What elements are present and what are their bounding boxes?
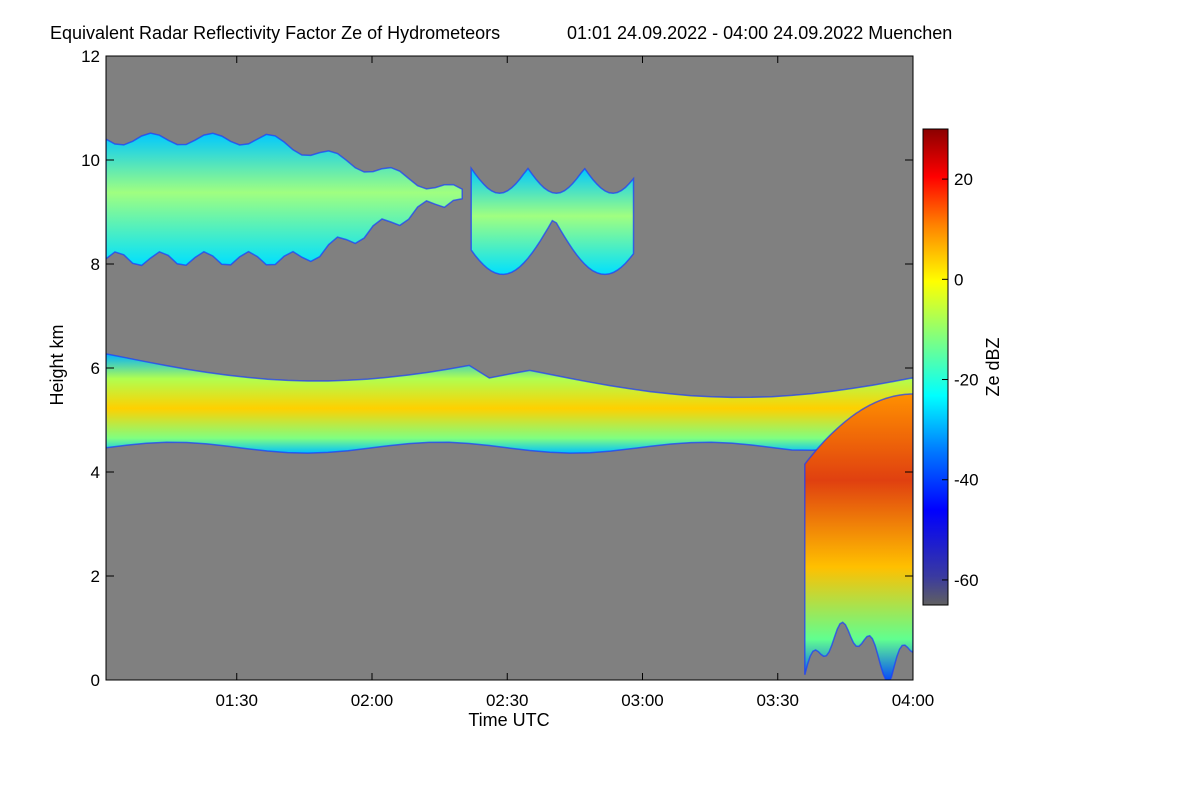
x-tick-label: 01:30 <box>215 691 258 710</box>
colorbar-ticks: -60 -40 -20 0 20 <box>942 170 979 590</box>
y-tick-label: 8 <box>91 255 100 274</box>
x-tick-label: 03:00 <box>621 691 664 710</box>
y-tick-label: 6 <box>91 359 100 378</box>
x-tick-label: 03:30 <box>756 691 799 710</box>
y-axis: 0 2 4 6 8 10 12 <box>81 47 913 690</box>
colorbar-tick-label: -40 <box>954 471 979 490</box>
y-tick-label: 12 <box>81 47 100 66</box>
echo-region <box>470 165 635 276</box>
y-tick-label: 10 <box>81 151 100 170</box>
colorbar-tick-label: 0 <box>954 270 963 289</box>
echo-features <box>106 132 913 680</box>
x-tick-label: 02:30 <box>486 691 529 710</box>
y-tick-label: 4 <box>91 463 100 482</box>
x-axis: 01:30 02:00 02:30 03:00 03:30 04:00 <box>215 56 934 710</box>
echo-region <box>804 393 913 680</box>
colorbar-tick-label: -20 <box>954 371 979 390</box>
x-axis-label: Time UTC <box>468 710 549 730</box>
echo-region <box>106 132 463 267</box>
chart-title: Equivalent Radar Reflectivity Factor Ze … <box>50 23 500 43</box>
echo-region <box>106 353 913 454</box>
colorbar-tick-label: -60 <box>954 571 979 590</box>
x-tick-label: 02:00 <box>351 691 394 710</box>
y-axis-label: Height km <box>47 324 67 405</box>
x-tick-label: 04:00 <box>892 691 935 710</box>
y-tick-label: 0 <box>91 671 100 690</box>
y-tick-label: 2 <box>91 567 100 586</box>
colorbar <box>922 128 949 606</box>
colorbar-tick-label: 20 <box>954 170 973 189</box>
chart-subtitle: 01:01 24.09.2022 - 04:00 24.09.2022 Muen… <box>567 23 952 43</box>
colorbar-label: Ze dBZ <box>983 337 1003 396</box>
